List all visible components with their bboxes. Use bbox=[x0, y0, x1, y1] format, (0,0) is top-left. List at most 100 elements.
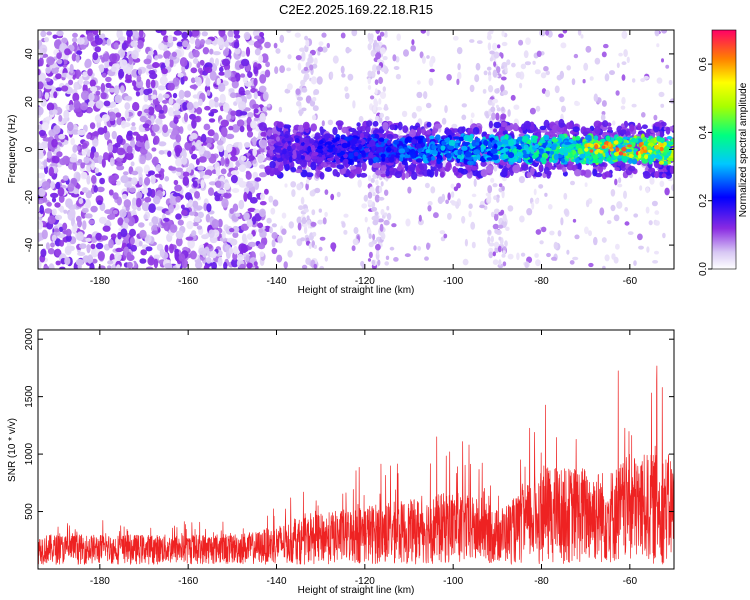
spectrogram-blob bbox=[178, 89, 185, 100]
spectrogram-blob bbox=[394, 152, 401, 158]
spectrogram-blob bbox=[622, 136, 629, 140]
spectrogram-blob bbox=[447, 212, 452, 220]
spectrogram-blob bbox=[108, 189, 114, 196]
spectrogram-blob bbox=[501, 185, 505, 192]
spectrogram-blob bbox=[353, 151, 359, 157]
spectrogram-blob bbox=[304, 154, 312, 161]
spectrogram-blob bbox=[296, 100, 302, 107]
spectrogram-blob bbox=[240, 243, 248, 254]
spectrogram-blob bbox=[426, 121, 432, 128]
spectrogram-blob bbox=[669, 141, 674, 146]
spectrogram-blob bbox=[246, 262, 253, 269]
spectrogram-blob bbox=[187, 238, 195, 249]
spectrogram-blob bbox=[208, 112, 214, 117]
spectrogram-blob bbox=[617, 144, 624, 149]
spectrogram-blob bbox=[389, 124, 396, 131]
spectrogram-blob bbox=[179, 57, 188, 67]
spectrogram-blob bbox=[312, 96, 317, 102]
spectrogram-blob bbox=[258, 85, 267, 93]
spectrogram-blob bbox=[498, 127, 503, 136]
spectrogram-blob bbox=[269, 149, 274, 157]
spectrogram-blob bbox=[310, 76, 317, 85]
spectrogram-blob bbox=[666, 157, 674, 161]
spectrogram-blob bbox=[76, 184, 81, 189]
spectrogram-blob bbox=[500, 121, 508, 128]
spectrogram-blob bbox=[534, 198, 540, 205]
spectrogram-blob bbox=[423, 91, 428, 100]
spectrogram-blob bbox=[211, 261, 217, 269]
spectrogram-blob bbox=[426, 242, 430, 250]
spectrogram-blob bbox=[563, 208, 569, 216]
spectrogram-blob bbox=[654, 171, 660, 179]
spectrogram-blob bbox=[621, 61, 627, 66]
spectrogram-blob bbox=[102, 225, 111, 232]
spectrogram-blob bbox=[458, 136, 465, 142]
spectrogram-blob bbox=[445, 199, 449, 205]
spectrogram-blob bbox=[570, 180, 575, 186]
spectrogram-blob bbox=[243, 31, 251, 41]
spectrogram-blob bbox=[386, 133, 394, 139]
spectrogram-blob bbox=[312, 231, 317, 237]
spectrogram-blob bbox=[391, 223, 397, 228]
spectrogram-blob bbox=[541, 226, 547, 233]
spectrogram-blob bbox=[654, 220, 660, 226]
spectrogram-blob bbox=[377, 218, 384, 223]
spectrogram-blob bbox=[577, 30, 582, 36]
spectrogram-blob bbox=[429, 59, 434, 68]
spectrogram-blob bbox=[616, 201, 623, 209]
spectrogram-blob bbox=[601, 237, 607, 243]
spectrogram-blob bbox=[43, 265, 50, 269]
spectrogram-blob bbox=[272, 156, 278, 162]
spectrogram-blob bbox=[246, 191, 253, 200]
spectrogram-blob bbox=[221, 230, 226, 239]
spectrogram-blob bbox=[270, 145, 275, 151]
spectrogram-blob bbox=[374, 211, 379, 216]
spectrogram-blob bbox=[318, 140, 324, 144]
spectrogram-blob bbox=[369, 186, 375, 194]
spectrogram-blob bbox=[305, 39, 310, 48]
spectrogram-blob bbox=[531, 201, 535, 210]
spectrogram-blob bbox=[447, 192, 451, 201]
spectrogram-blob bbox=[286, 30, 292, 34]
spectrogram-blob bbox=[174, 251, 180, 261]
spectrogram-blob bbox=[245, 171, 252, 180]
spectrogram-blob bbox=[81, 187, 89, 193]
spectrogram-blob bbox=[394, 171, 402, 179]
spectrogram-blob bbox=[79, 243, 87, 250]
spectrogram-blob bbox=[384, 261, 390, 266]
spectrogram-blob bbox=[341, 221, 346, 228]
spectrogram-blob bbox=[90, 205, 98, 213]
spectrogram-blob bbox=[86, 133, 91, 140]
spectrogram-blob bbox=[661, 30, 668, 34]
spectrogram-blob bbox=[403, 49, 409, 57]
spectrogram-blob bbox=[40, 99, 47, 107]
spectrogram-blob bbox=[130, 139, 136, 149]
spectrogram-blob bbox=[67, 183, 75, 192]
spectrogram-blob bbox=[154, 55, 159, 61]
spectrogram-blob bbox=[154, 173, 162, 178]
spectrogram-blob bbox=[145, 266, 154, 269]
spectrogram-blob bbox=[38, 180, 43, 188]
spectrogram-blob bbox=[241, 155, 247, 161]
spectrogram-blob bbox=[209, 250, 217, 259]
spectrogram-blob bbox=[115, 247, 123, 253]
spectrogram-blob bbox=[385, 169, 390, 177]
spectrogram-blob bbox=[316, 155, 322, 163]
spectrogram-blob bbox=[220, 156, 225, 167]
spectrogram-blob bbox=[648, 167, 656, 173]
spectrogram-blob bbox=[637, 122, 642, 131]
spectrogram-blob bbox=[405, 136, 413, 143]
spectrogram-blob bbox=[67, 121, 74, 132]
spectrogram-blob bbox=[247, 112, 254, 119]
spectrogram-blob bbox=[566, 164, 575, 171]
spectrogram-blob bbox=[516, 151, 523, 157]
spectrogram-blob bbox=[439, 230, 446, 235]
spectrogram-blob bbox=[536, 50, 542, 57]
spectrogram-blob bbox=[72, 144, 78, 153]
spectrogram-blob bbox=[188, 211, 196, 216]
spectrogram-blob bbox=[614, 167, 620, 171]
spectrogram-blob bbox=[87, 68, 93, 77]
spectrogram-blob bbox=[123, 199, 131, 208]
spectrogram-blob bbox=[493, 61, 497, 67]
